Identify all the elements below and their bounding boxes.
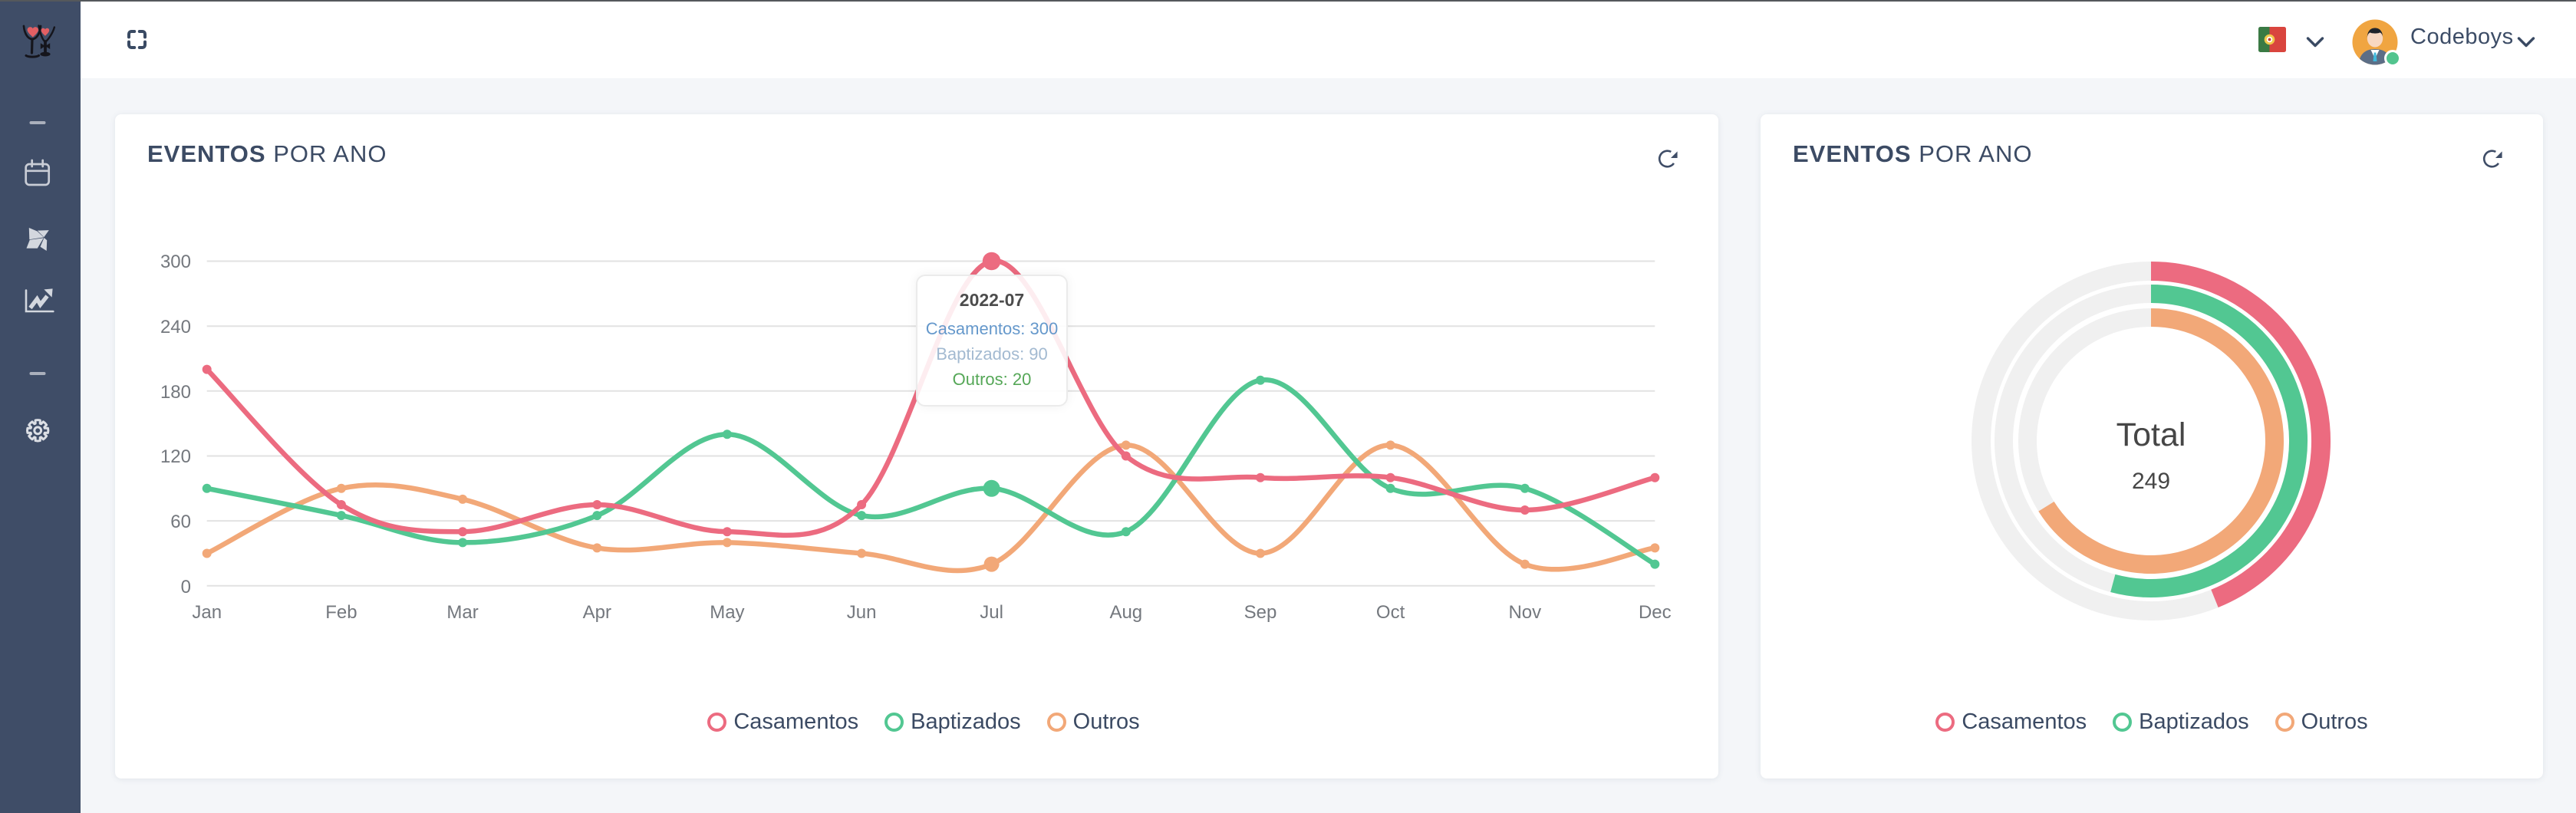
svg-text:Total: Total <box>2116 416 2186 453</box>
svg-text:Mar: Mar <box>446 602 478 623</box>
svg-text:300: 300 <box>160 252 191 272</box>
svg-text:240: 240 <box>160 317 191 337</box>
svg-text:Nov: Nov <box>1508 602 1541 623</box>
svg-text:May: May <box>710 602 744 623</box>
svg-text:249: 249 <box>2132 469 2170 494</box>
svg-text:Apr: Apr <box>583 602 611 623</box>
svg-text:Feb: Feb <box>325 602 357 623</box>
svg-text:Dec: Dec <box>1639 602 1672 623</box>
svg-text:Aug: Aug <box>1109 602 1142 623</box>
svg-text:Jun: Jun <box>847 602 877 623</box>
svg-text:Oct: Oct <box>1376 602 1405 623</box>
svg-text:120: 120 <box>160 446 191 467</box>
svg-text:Jul: Jul <box>980 602 1003 623</box>
svg-text:60: 60 <box>170 512 191 532</box>
svg-text:0: 0 <box>181 577 191 597</box>
svg-text:180: 180 <box>160 382 191 403</box>
svg-text:Jan: Jan <box>192 602 222 623</box>
svg-text:Sep: Sep <box>1244 602 1277 623</box>
